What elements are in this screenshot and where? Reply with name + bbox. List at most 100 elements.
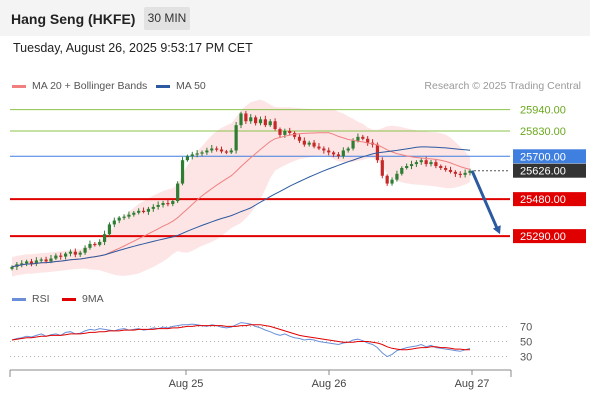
credit-text: Research © 2025 Trading Central xyxy=(424,80,581,92)
candle-body xyxy=(20,263,24,265)
candle-body xyxy=(254,117,258,124)
timeframe-button[interactable]: 30 MIN xyxy=(144,7,190,30)
candle-body xyxy=(390,179,394,184)
candle-body xyxy=(448,169,453,172)
ma50-line xyxy=(11,146,471,268)
candle-body xyxy=(219,149,224,152)
candle-body xyxy=(161,203,165,205)
rsi-line xyxy=(11,322,471,358)
candle-body xyxy=(200,152,204,154)
candle-body xyxy=(117,217,121,221)
ma50-label: MA 50 xyxy=(176,80,206,92)
candle-body xyxy=(458,173,462,176)
rsi-tick: 50 xyxy=(520,337,532,349)
candle-body xyxy=(122,216,126,218)
candle-body xyxy=(190,154,194,157)
candle-body xyxy=(468,170,472,173)
rsi-swatch xyxy=(12,297,26,301)
candle-body xyxy=(132,212,136,215)
level-label: 25940.00 xyxy=(520,105,566,117)
candle-body xyxy=(93,243,97,246)
candle-body xyxy=(395,173,399,180)
candle-body xyxy=(215,148,219,150)
candle-body xyxy=(49,258,53,262)
candle-body xyxy=(453,171,457,174)
candle-body xyxy=(195,153,199,155)
candle-body xyxy=(102,234,107,242)
candle-body xyxy=(10,266,14,269)
level-label: 25480.00 xyxy=(520,194,566,206)
rsi-label: RSI xyxy=(32,293,50,305)
candle-body xyxy=(180,160,185,184)
candle-body xyxy=(366,138,370,143)
candle-body xyxy=(317,146,321,149)
instrument-title: Hang Seng (HKFE) xyxy=(11,11,136,27)
rsi-tick: 70 xyxy=(520,321,532,333)
level-label: 25626.00 xyxy=(520,166,566,178)
candle-body xyxy=(234,125,238,151)
rsi-tick: 30 xyxy=(520,352,532,364)
level-label: 25700.00 xyxy=(520,151,566,163)
candle-body xyxy=(25,261,29,264)
candle-body xyxy=(405,166,409,168)
x-tick-label: Aug 27 xyxy=(455,378,490,390)
forecast-arrow-head xyxy=(492,225,501,235)
candle-body xyxy=(424,160,428,165)
candle-body xyxy=(166,203,170,205)
candle-body xyxy=(434,162,438,167)
candle-body xyxy=(331,152,336,155)
candle-body xyxy=(429,162,433,165)
candle-body xyxy=(307,142,311,145)
candle-body xyxy=(273,121,277,130)
candle-body xyxy=(88,243,92,248)
rsi-ma-line xyxy=(11,324,470,351)
candle-body xyxy=(224,151,228,153)
level-badge-25290.00 xyxy=(513,229,586,244)
candle-body xyxy=(156,204,160,207)
candle-body xyxy=(83,247,87,253)
candles xyxy=(10,110,472,271)
candle-body xyxy=(39,259,43,261)
legend-ma50: MA 50 xyxy=(156,80,206,92)
candle-body xyxy=(146,208,151,212)
candle-body xyxy=(312,142,316,147)
candle-body xyxy=(263,119,267,126)
candle-body xyxy=(98,241,102,245)
candle-body xyxy=(137,210,141,213)
bollinger-band xyxy=(12,99,470,277)
candle-body xyxy=(283,130,287,135)
candle-body xyxy=(176,183,180,202)
candle-body xyxy=(244,113,248,122)
candle-body xyxy=(210,148,214,151)
candle-body xyxy=(346,148,350,151)
candle-body xyxy=(229,150,233,153)
candle-body xyxy=(44,259,48,262)
ma50-swatch xyxy=(156,84,170,88)
ma9-swatch xyxy=(62,297,76,301)
candle-body xyxy=(73,251,77,255)
candle-body xyxy=(34,260,38,264)
chart-header: Hang Seng (HKFE) 30 MIN xyxy=(0,0,590,36)
candle-body xyxy=(322,148,326,151)
candle-body xyxy=(327,150,331,153)
candle-body xyxy=(268,121,272,126)
candle-body xyxy=(239,113,243,126)
timestamp: Tuesday, August 26, 2025 9:53:17 PM CET xyxy=(13,41,253,55)
candle-body xyxy=(29,261,34,264)
ma20-label: MA 20 + Bollinger Bands xyxy=(32,80,148,92)
candle-body xyxy=(385,175,389,184)
candle-body xyxy=(414,162,419,165)
candle-body xyxy=(463,172,467,175)
candle-body xyxy=(288,130,292,133)
level-badge-25626.00 xyxy=(513,163,586,178)
candle-body xyxy=(205,150,209,153)
candle-body xyxy=(439,166,443,168)
candle-body xyxy=(419,160,423,163)
candle-body xyxy=(151,206,155,209)
level-label: 25290.00 xyxy=(520,231,566,243)
candle-body xyxy=(400,167,404,174)
candle-body xyxy=(356,136,360,141)
ma20-swatch xyxy=(12,84,26,88)
candle-body xyxy=(112,220,116,225)
